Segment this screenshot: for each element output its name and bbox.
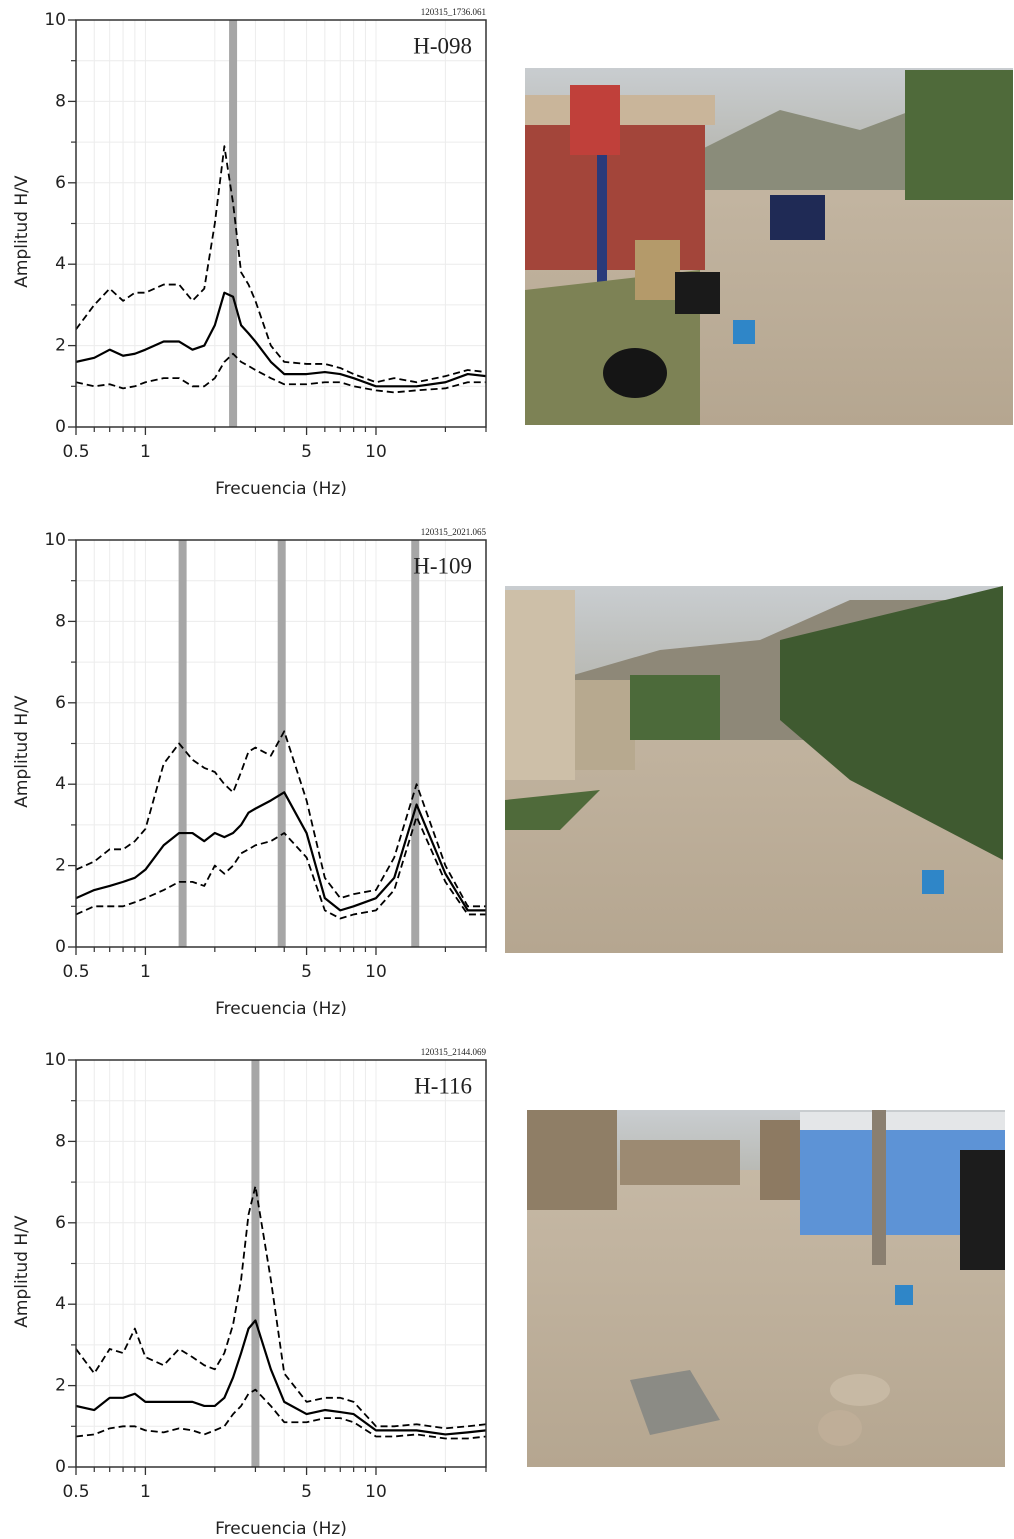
peak-band xyxy=(251,1060,260,1467)
x-tick-label: 1 xyxy=(140,1482,151,1502)
y-tick-label: 6 xyxy=(55,1213,66,1233)
y-tick-label: 4 xyxy=(55,254,66,274)
site-photo xyxy=(525,68,1013,425)
hv-curve xyxy=(76,791,486,912)
x-tick-label: 0.5 xyxy=(62,1482,89,1502)
y-tick-label: 2 xyxy=(55,856,66,876)
y-tick-label: 8 xyxy=(55,1131,66,1151)
y-tick-label: 0 xyxy=(55,1457,66,1477)
y-tick-label: 6 xyxy=(55,173,66,193)
hv-curve xyxy=(76,291,486,388)
y-axis-label: Amplitud H/V xyxy=(12,175,32,288)
x-axis-label: Frecuencia (Hz) xyxy=(215,1519,347,1539)
hv-curve xyxy=(76,145,486,384)
y-tick-label: 10 xyxy=(44,1050,66,1070)
hv-curve xyxy=(76,1319,486,1436)
x-tick-label: 0.5 xyxy=(62,962,89,982)
peak-band xyxy=(411,540,420,947)
chart: 0.5 1 5 10 0 2 4 6 8 10 Frecuencia (Hz) Amplitud H/… xyxy=(12,7,487,499)
y-tick-label: 10 xyxy=(44,10,66,30)
x-tick-label: 1 xyxy=(140,442,151,462)
y-axis-label: Amplitud H/V xyxy=(12,695,32,808)
y-tick-label: 0 xyxy=(55,417,66,437)
x-axis-label: Frecuencia (Hz) xyxy=(215,999,347,1019)
station-label: H-116 xyxy=(414,1073,472,1098)
y-tick-label: 8 xyxy=(55,611,66,631)
y-tick-label: 2 xyxy=(55,1376,66,1396)
x-tick-label: 5 xyxy=(301,1482,312,1502)
hv-curve xyxy=(76,352,486,394)
hv-curve xyxy=(76,1388,486,1440)
site-photo xyxy=(505,586,1003,953)
y-tick-label: 2 xyxy=(55,336,66,356)
x-tick-label: 10 xyxy=(365,1482,387,1502)
y-tick-label: 6 xyxy=(55,693,66,713)
y-tick-label: 0 xyxy=(55,937,66,957)
peak-band xyxy=(178,540,187,947)
file-id: 120315_2021.065 xyxy=(421,527,487,537)
x-tick-label: 0.5 xyxy=(62,442,89,462)
y-tick-label: 4 xyxy=(55,1294,66,1314)
y-tick-label: 4 xyxy=(55,774,66,794)
y-tick-label: 8 xyxy=(55,91,66,111)
y-axis-label: Amplitud H/V xyxy=(12,1215,32,1328)
peak-band xyxy=(229,20,238,427)
series-group xyxy=(76,730,486,920)
station-label: H-109 xyxy=(413,553,472,578)
chart: 0.5 1 5 10 0 2 4 6 8 10 Frecuencia (Hz) Amplitud H/… xyxy=(12,1047,487,1539)
hv-curve xyxy=(76,815,486,920)
x-tick-label: 10 xyxy=(365,442,387,462)
site-photo xyxy=(527,1110,1005,1467)
y-tick-label: 10 xyxy=(44,530,66,550)
peak-band xyxy=(277,540,286,947)
chart: 0.5 1 5 10 0 2 4 6 8 10 Frecuencia (Hz) Amplitud H/… xyxy=(12,527,487,1019)
file-id: 120315_2144.069 xyxy=(421,1047,487,1057)
x-axis-label: Frecuencia (Hz) xyxy=(215,479,347,499)
file-id: 120315_1736.061 xyxy=(421,7,486,17)
series-group xyxy=(76,145,486,394)
x-tick-label: 5 xyxy=(301,962,312,982)
x-tick-label: 1 xyxy=(140,962,151,982)
hv-curve xyxy=(76,1185,486,1430)
series-group xyxy=(76,1185,486,1440)
station-label: H-098 xyxy=(413,33,472,58)
x-tick-label: 10 xyxy=(365,962,387,982)
x-tick-label: 5 xyxy=(301,442,312,462)
